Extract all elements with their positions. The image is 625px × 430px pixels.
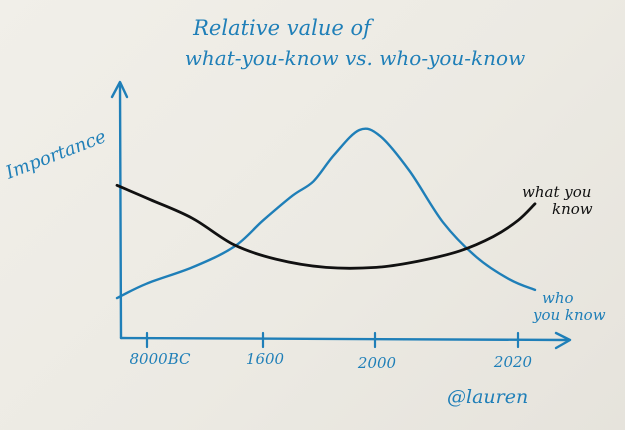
series-label-who-you-know-1: who <box>542 289 574 307</box>
y-axis-label: Importance <box>2 126 109 184</box>
signature: @lauren <box>447 386 528 408</box>
y-axis-arrowhead <box>110 80 129 99</box>
x-axis <box>119 336 569 342</box>
ticks <box>145 331 520 349</box>
axes <box>110 80 572 350</box>
series-label-what-you-know-1: what you <box>522 183 591 201</box>
series-line-what-you-know <box>115 183 537 270</box>
series-label-what-you-know-2: know <box>552 200 593 218</box>
chart-title-line1: Relative value of <box>192 16 374 40</box>
x-axis-arrowhead <box>554 331 572 350</box>
y-axis <box>118 82 123 340</box>
x-tick-label-3: 2020 <box>493 353 533 371</box>
x-tick-label-0: 8000BC <box>130 350 191 368</box>
chart-title-line2: what-you-know vs. who-you-know <box>185 46 525 70</box>
x-tick-label-1: 1600 <box>246 350 285 368</box>
series-label-who-you-know-2: you know <box>532 306 606 324</box>
x-tick-label-2: 2000 <box>357 354 397 372</box>
